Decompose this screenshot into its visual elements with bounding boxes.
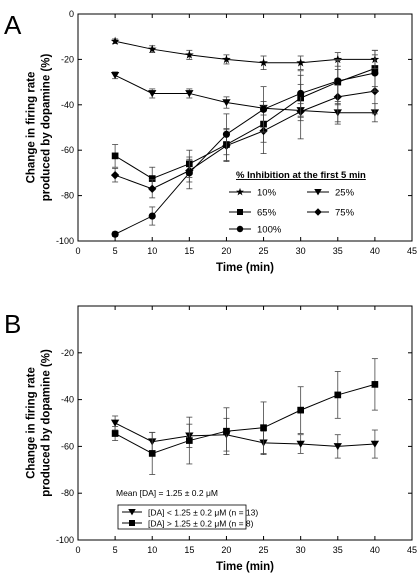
legend-marker (236, 225, 244, 233)
legend: % Inhibition at the first 5 min 10% 25% 65%… (229, 170, 366, 236)
data-point (297, 89, 305, 98)
x-tick-label: 25 (259, 246, 269, 256)
data-point (110, 171, 120, 180)
data-point (260, 424, 267, 432)
plot-frame (77, 305, 413, 541)
x-tick-label: 25 (259, 545, 269, 555)
series-line (114, 72, 375, 235)
legend-marker (236, 187, 244, 196)
data-point (148, 184, 157, 193)
series-4 (111, 54, 379, 238)
legend-entry-label: [DA] > 1.25 ± 0.2 μM (n = 8) (148, 519, 254, 529)
series-line (114, 74, 375, 114)
x-tick-label: 30 (296, 545, 306, 555)
series-line (114, 68, 376, 180)
data-point (259, 105, 268, 113)
legend-entry-label: 100% (257, 225, 282, 236)
x-tick-label: 20 (221, 246, 231, 256)
data-point (334, 391, 342, 399)
panel-label: A (4, 10, 22, 40)
x-tick-label: 0 (75, 246, 80, 256)
data-point (148, 450, 156, 457)
x-tick-label: 35 (333, 246, 343, 256)
legend-marker (237, 209, 243, 215)
legend-entry-label: [DA] < 1.25 ± 0.2 μM (n = 13) (148, 508, 258, 518)
series-line (114, 383, 376, 454)
data-point (185, 169, 193, 177)
data-point (186, 437, 193, 444)
x-tick-label: 40 (370, 246, 380, 256)
data-point (110, 419, 120, 427)
y-tick-label: -20 (61, 348, 74, 358)
x-tick-label: 5 (113, 246, 118, 256)
y-tick-label: -80 (61, 488, 74, 498)
data-point (110, 71, 120, 80)
y-tick-label: -40 (61, 100, 74, 110)
x-tick-label: 20 (221, 545, 231, 555)
legend-marker (314, 208, 322, 216)
y-tick-label: -100 (56, 535, 74, 545)
y-tick-label: -80 (61, 191, 74, 201)
data-point (111, 430, 119, 437)
panel-label: B (4, 309, 21, 339)
y-tick-label: 0 (69, 9, 74, 19)
plot-frame (77, 13, 413, 242)
y-tick-label: -20 (61, 54, 74, 64)
x-tick-label: 40 (370, 545, 380, 555)
x-axis-title: Time (min) (216, 561, 274, 573)
data-point (111, 230, 119, 238)
panel-b: B 0 5 10 15 20 25 30 35 40 45 -100 -80 -60 -40 -20 Time … (4, 305, 417, 573)
series-2 (111, 49, 379, 191)
x-tick-label: 45 (407, 246, 417, 256)
x-tick-label: 45 (407, 545, 417, 555)
x-axis-title: Time (min) (216, 262, 274, 274)
data-point (371, 381, 379, 388)
x-tick-label: 35 (333, 545, 343, 555)
legend-entry-label: 10% (257, 188, 277, 199)
y-axis-title-line: produced by dopamine (%) (41, 54, 53, 202)
series-0 (110, 36, 380, 71)
legend-title: % Inhibition at the first 5 min (236, 170, 366, 181)
y-tick-label: -60 (61, 145, 74, 155)
x-tick-label: 10 (147, 246, 157, 256)
x-tick-label: 10 (147, 545, 157, 555)
x-tick-label: 30 (296, 246, 306, 256)
y-axis-title-line: Change in firing rate (26, 72, 38, 184)
legend-box (117, 504, 247, 530)
y-tick-label: -40 (61, 395, 74, 405)
data-point (222, 130, 231, 138)
y-tick-label: -60 (61, 441, 74, 451)
data-point (148, 212, 156, 220)
y-axis-title-line: produced by dopamine (%) (41, 349, 53, 497)
legend-entry-label: 75% (335, 208, 355, 219)
data-point (297, 406, 304, 414)
series-line (114, 422, 375, 447)
legend-marker (129, 520, 135, 526)
legend-entry-label: 25% (335, 188, 355, 199)
series-1 (111, 358, 379, 475)
x-tick-label: 5 (113, 545, 118, 555)
legend-entry-label: 65% (257, 208, 277, 219)
legend-title: Mean [DA] = 1.25 ± 0.2 μM (116, 488, 218, 498)
data-point (223, 427, 230, 435)
data-point (334, 77, 342, 85)
series-line (114, 90, 375, 190)
panel-a: A 0 5 10 15 20 25 30 35 40 45 -100 -80 -60 -40 -20 0 Time… (4, 9, 417, 274)
x-tick-label: 0 (75, 545, 80, 555)
series-line (115, 40, 375, 64)
data-point (371, 69, 379, 77)
x-tick-label: 15 (184, 545, 194, 555)
y-tick-label: -100 (56, 236, 74, 246)
legend: Mean [DA] = 1.25 ± 0.2 μM [DA] < 1.25 ± 0… (116, 488, 258, 530)
x-tick-label: 15 (184, 246, 194, 256)
data-point (111, 152, 119, 160)
y-axis-title-line: Change in firing rate (26, 367, 38, 479)
